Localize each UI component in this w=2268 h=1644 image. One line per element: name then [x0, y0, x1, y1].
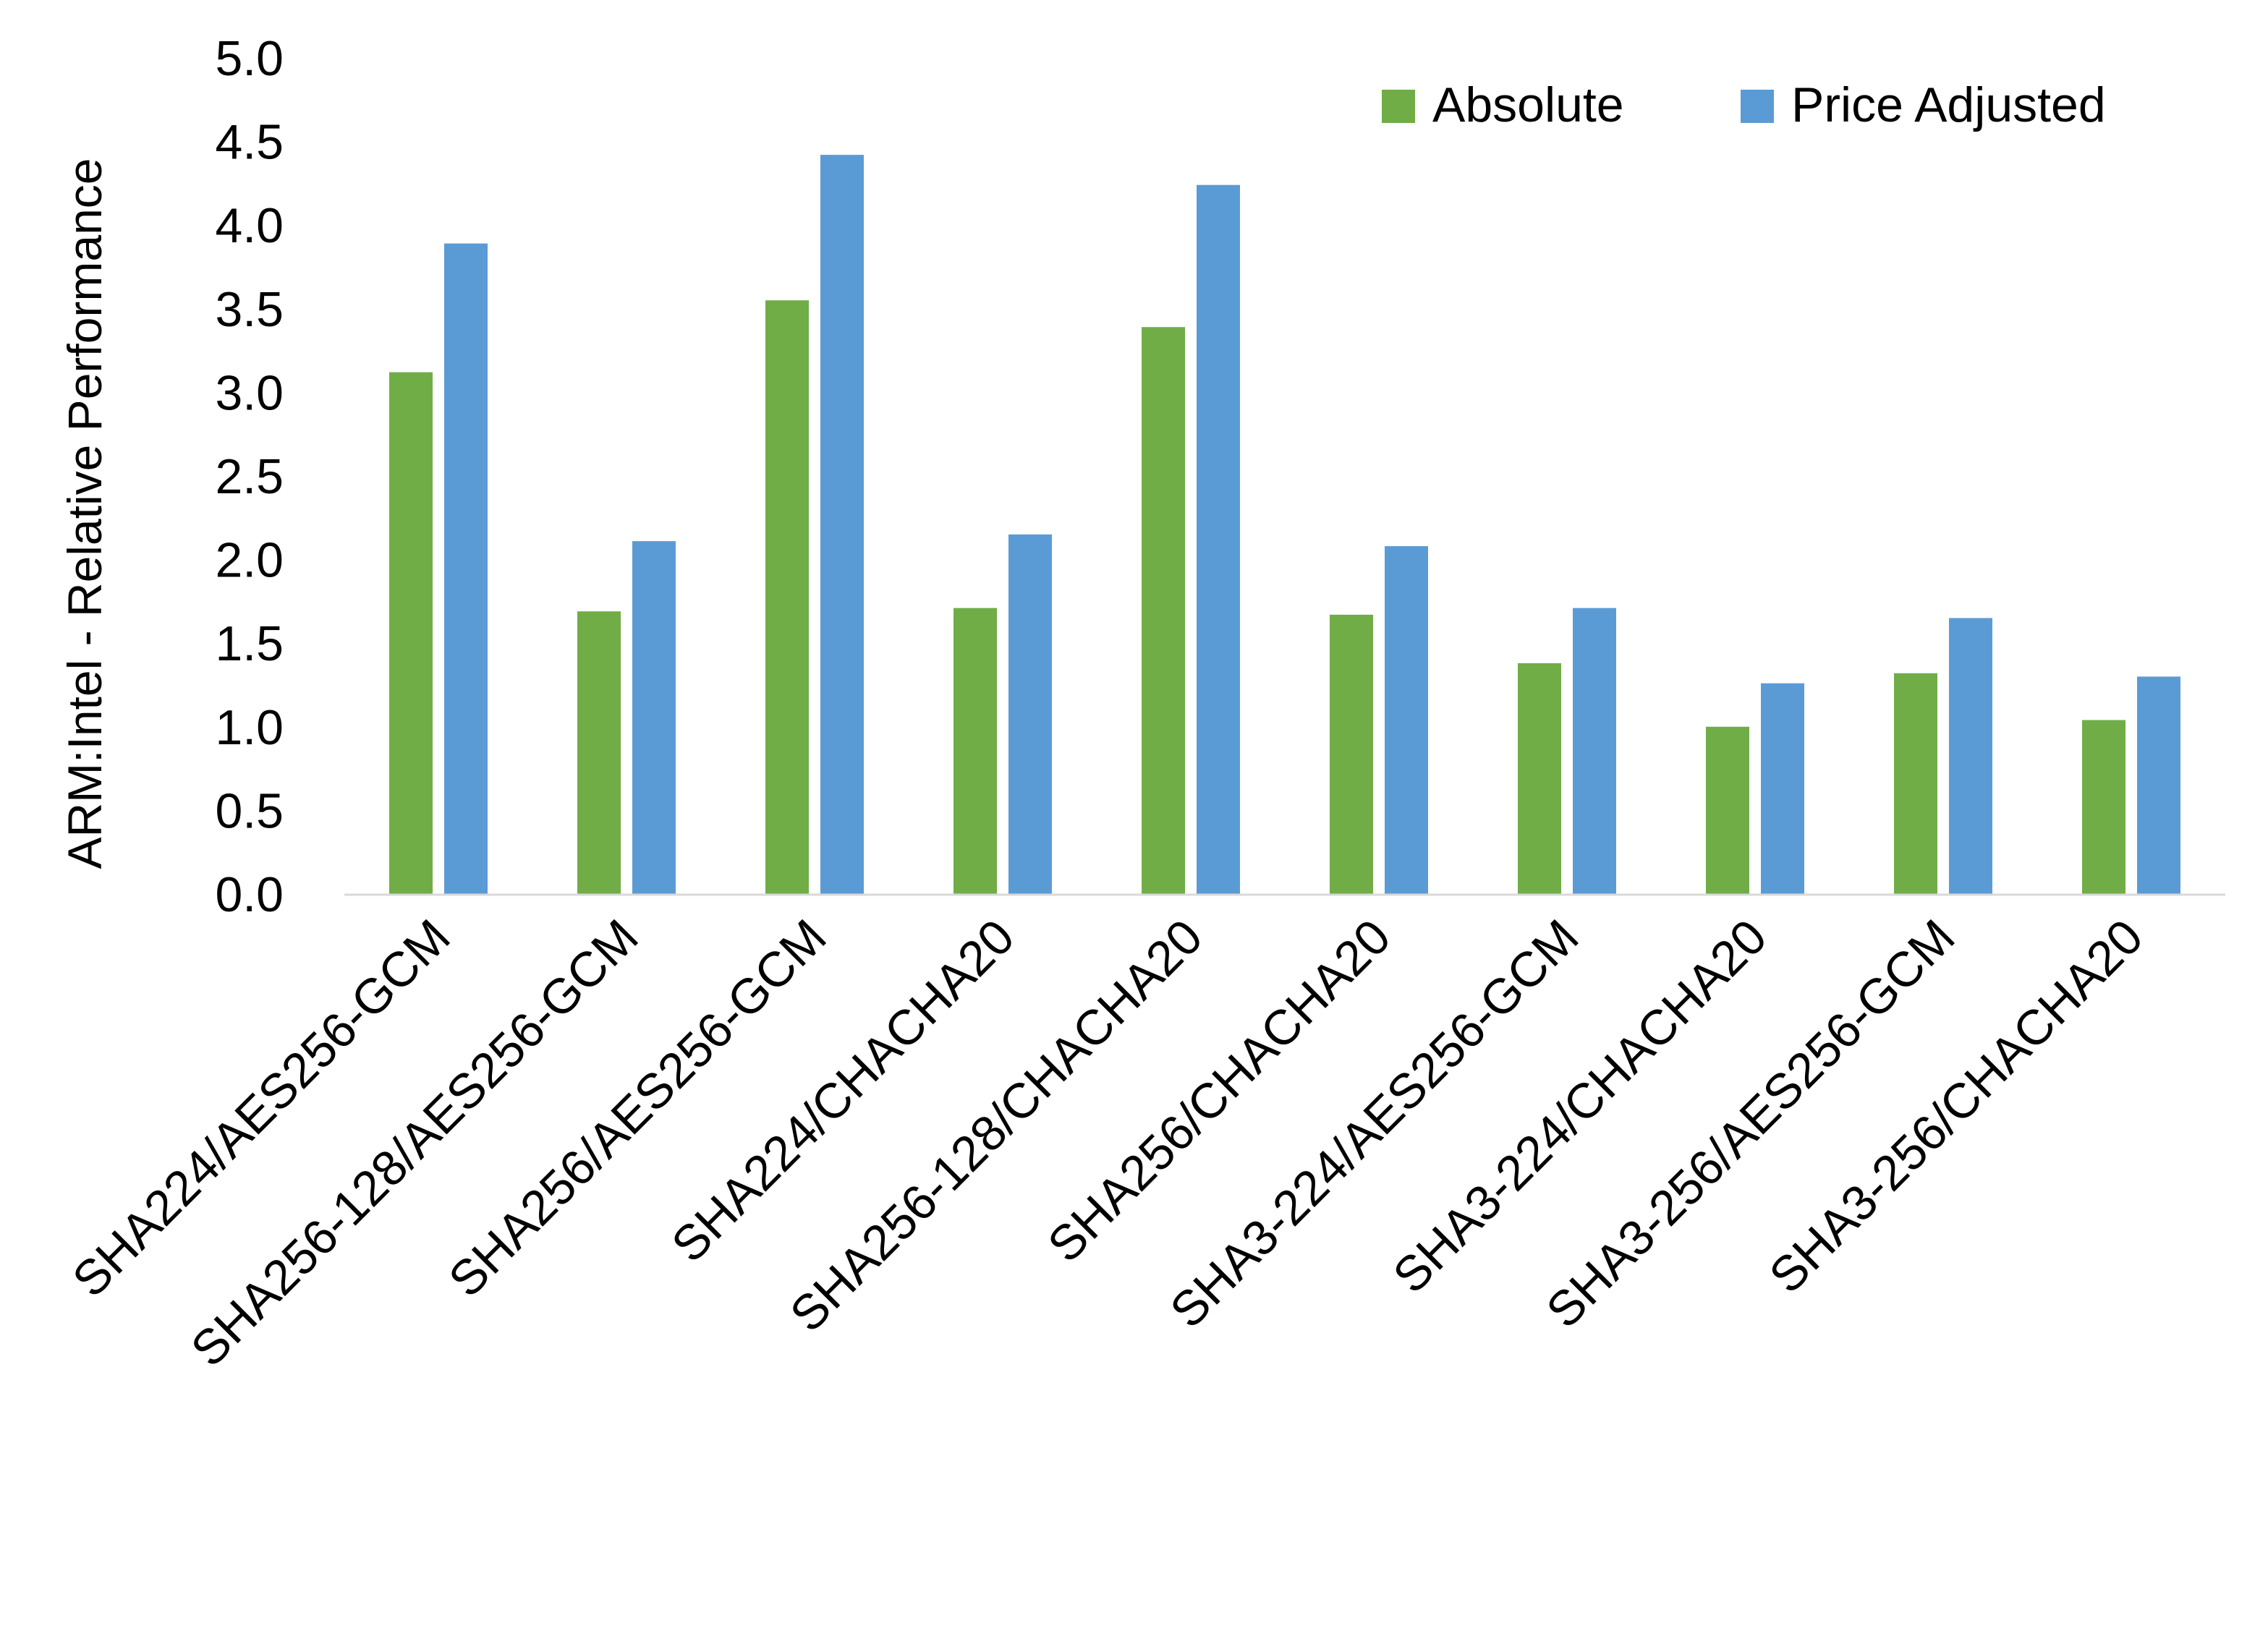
- bar-absolute: [1706, 726, 1749, 894]
- legend-label-price-adjusted: Price Adjusted: [1791, 77, 2106, 132]
- legend-swatch-absolute: [1382, 90, 1415, 123]
- bar-price-adjusted: [444, 243, 488, 895]
- bar-absolute: [954, 608, 997, 894]
- y-tick-label: 5.0: [215, 31, 284, 86]
- bar-price-adjusted: [1197, 184, 1240, 894]
- y-tick-label: 4.0: [215, 198, 284, 253]
- y-tick-label: 3.0: [215, 365, 284, 420]
- bar-absolute: [389, 372, 433, 894]
- y-tick-label: 1.5: [215, 616, 284, 671]
- bar-price-adjusted: [632, 541, 676, 894]
- bar-absolute: [577, 611, 621, 894]
- x-tick-label: SHA3-224/CHACHA20: [1383, 909, 1777, 1303]
- bar-absolute: [1142, 327, 1185, 894]
- x-tick-label: SHA256/AES256-GCM: [438, 909, 837, 1308]
- y-tick-label: 0.0: [215, 867, 284, 922]
- x-tick-label: SHA224/AES256-GCM: [62, 909, 461, 1308]
- bar-price-adjusted: [820, 155, 864, 894]
- legend: Absolute Price Adjusted: [1382, 77, 2106, 132]
- y-tick-label: 4.5: [215, 115, 284, 170]
- y-tick-label: 2.5: [215, 449, 284, 504]
- y-axis-ticks: 0.0 0.5 1.0 1.5 2.0 2.5 3.0 3.5 4.0 4.5 5.0: [215, 31, 284, 922]
- y-tick-label: 1.0: [215, 700, 284, 755]
- bar-price-adjusted: [1008, 534, 1052, 894]
- bar-absolute: [2082, 720, 2125, 894]
- bar-price-adjusted: [1949, 618, 1992, 894]
- bar-price-adjusted: [1573, 608, 1616, 894]
- y-tick-label: 0.5: [215, 783, 284, 838]
- bar-price-adjusted: [2137, 676, 2180, 894]
- bars: [389, 155, 2180, 895]
- bar-absolute: [1894, 673, 1937, 894]
- legend-label-absolute: Absolute: [1432, 77, 1624, 132]
- bar-absolute: [765, 300, 809, 894]
- bar-absolute: [1330, 614, 1373, 894]
- y-axis-title: ARM:Intel - Relative Performance: [58, 158, 111, 869]
- y-tick-label: 3.5: [215, 282, 284, 337]
- y-tick-label: 2.0: [215, 533, 284, 588]
- bar-absolute: [1518, 663, 1561, 894]
- x-axis-labels: SHA224/AES256-GCMSHA256-128/AES256-GCMSH…: [62, 909, 2154, 1377]
- bar-price-adjusted: [1385, 546, 1428, 894]
- x-tick-label: SHA3-256/CHACHA20: [1759, 909, 2153, 1303]
- x-tick-label: SHA224/CHACHA20: [661, 909, 1025, 1273]
- bar-price-adjusted: [1761, 683, 1804, 894]
- legend-swatch-price-adjusted: [1741, 90, 1774, 123]
- x-tick-label: SHA256/CHACHA20: [1037, 909, 1401, 1273]
